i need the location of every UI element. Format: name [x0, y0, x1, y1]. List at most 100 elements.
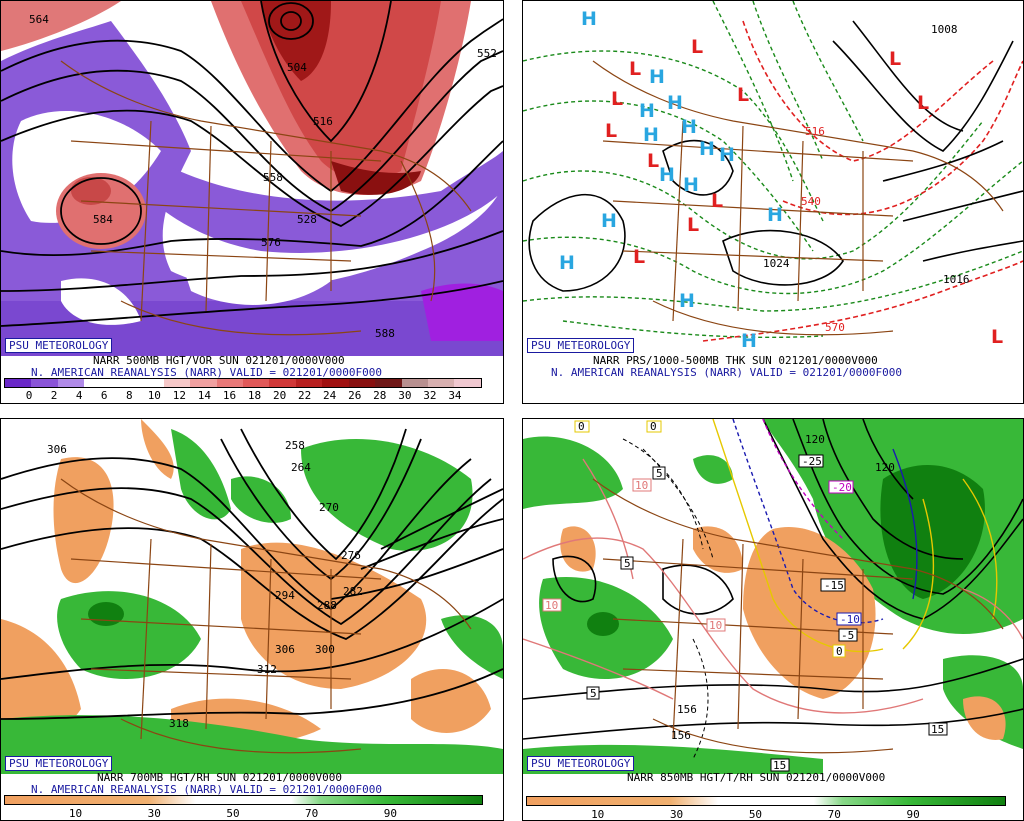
contour-label: 516: [313, 115, 333, 128]
colorbar-swatch: [31, 379, 58, 387]
colorbar-tick-label: 90: [383, 807, 397, 820]
colorbar-tick-label: 50: [748, 808, 763, 821]
low-symbol: L: [629, 58, 641, 80]
high-symbol: H: [659, 164, 675, 186]
colorbar-swatch: [242, 379, 270, 387]
contour-label: 306: [275, 643, 295, 656]
rh-colorbar: [4, 795, 483, 805]
temp-label: -20: [832, 481, 852, 494]
height-contours: [523, 419, 1023, 740]
high-symbol: H: [681, 116, 697, 138]
low-symbol: L: [691, 36, 703, 58]
low-pressure-symbols: L L L L L L L L L L L L: [605, 36, 1003, 348]
high-pressure-symbols: H H H H H H H H H H H H H H H: [559, 8, 783, 352]
colorbar-tick-label: 28: [373, 389, 387, 402]
contour-label: 584: [93, 213, 113, 226]
colorbar-swatch: [428, 379, 455, 387]
colorbar-swatch: [57, 379, 85, 387]
colorbar-tick-label: 24: [323, 389, 337, 402]
low-symbol: L: [737, 84, 749, 106]
contour-label: 120: [875, 461, 895, 474]
panel-caption: NARR 500MB HGT/VOR SUN 021201/0000V000: [93, 354, 345, 367]
panel-700mb-rh: 306 258 264 270 276 282 288 294 300 306 …: [0, 418, 504, 821]
vorticity-colorbar: [4, 378, 482, 388]
colorbar-swatch: [163, 379, 191, 387]
colorbar-swatch: [375, 379, 402, 387]
panel-850mb-temp-rh: 0 0 120 120 -25 -20 -15 -10 -5 0 5 5 5 1…: [522, 418, 1024, 821]
high-symbol: H: [639, 100, 655, 122]
vorticity-colorbar-ticks: 0 2 4 6 8 10 12 14 16 18 20 22 24 26 28 30 32 34: [4, 389, 480, 402]
contour-label: 504: [287, 61, 307, 74]
colorbar-swatch: [84, 379, 111, 387]
rh-colorbar-ticks: 10 30 50 70 90: [526, 808, 1004, 820]
colorbar-tick-label: 30: [147, 807, 161, 820]
low-symbol: L: [917, 92, 929, 114]
colorbar-swatch: [401, 379, 428, 387]
contour-label: 576: [261, 236, 281, 249]
contour-label: 564: [29, 13, 49, 26]
contour-label: 588: [375, 327, 395, 340]
colorbar-swatch: [454, 379, 481, 387]
colorbar-tick-label: 10: [591, 808, 605, 821]
high-symbol: H: [741, 330, 757, 352]
rh-moist-regions: [1, 429, 503, 774]
colorbar-swatch: [322, 379, 349, 387]
low-symbol: L: [889, 48, 901, 70]
contour-label: 552: [477, 47, 497, 60]
high-symbol: H: [581, 8, 597, 30]
colorbar-swatch: [269, 379, 296, 387]
rh-colorbar-ticks: 10 30 50 70 90: [4, 807, 481, 820]
contour-label: 306: [47, 443, 67, 456]
high-symbol: H: [643, 124, 659, 146]
psu-meteorology-badge: PSU METEOROLOGY: [527, 756, 635, 771]
high-symbol: H: [649, 66, 665, 88]
contour-label: 318: [169, 717, 189, 730]
colorbar-swatch: [137, 379, 164, 387]
contour-label: 558: [263, 171, 283, 184]
thickness-label: 516: [805, 125, 825, 138]
thickness-warm-contours: [702, 20, 1023, 342]
thickness-label: 540: [801, 195, 821, 208]
high-symbol: H: [559, 252, 575, 274]
colorbar-tick-label: 4: [75, 389, 83, 402]
colorbar-tick-label: 12: [172, 389, 186, 402]
low-symbol: L: [991, 326, 1003, 348]
high-symbol: H: [667, 92, 683, 114]
panel-valid-caption: N. AMERICAN REANALYSIS (NARR) VALID = 02…: [551, 366, 902, 379]
colorbar-tick-label: 30: [398, 389, 412, 402]
contour-label: 120: [805, 433, 825, 446]
colorbar-tick-label: 0: [25, 389, 33, 402]
colorbar-swatch: [348, 379, 376, 387]
colorbar-tick-label: 34: [448, 389, 462, 402]
low-symbol: L: [711, 190, 723, 212]
high-symbol: H: [683, 174, 699, 196]
colorbar-tick-label: 10: [147, 389, 161, 402]
contour-label: 258: [285, 439, 305, 452]
temp-label: 15: [931, 723, 944, 736]
isobars: [528, 20, 1023, 292]
colorbar-swatch: [216, 379, 243, 387]
low-symbol: L: [611, 88, 623, 110]
colorbar-tick-label: 70: [305, 807, 319, 820]
map-pressure-thickness: H H H H H H H H H H H H H H H L L L L L …: [523, 1, 1023, 356]
temp-label: 10: [709, 619, 722, 632]
political-borders: [60, 478, 472, 754]
contour-label: 288: [317, 599, 337, 612]
panel-valid-caption: N. AMERICAN REANALYSIS (NARR) VALID = 02…: [31, 783, 382, 796]
colorbar-tick-label: 14: [197, 389, 212, 402]
colorbar-tick-label: 26: [348, 389, 362, 402]
contour-label: 312: [257, 663, 277, 676]
height-contours: [1, 1, 503, 327]
temp-label: 5: [590, 687, 597, 700]
colorbar-tick-label: 32: [423, 389, 437, 402]
thickness-label: 570: [825, 321, 845, 334]
psu-meteorology-badge: PSU METEOROLOGY: [5, 756, 113, 771]
high-symbol: H: [601, 210, 617, 232]
colorbar-tick-label: 8: [125, 389, 133, 402]
panel-valid-caption: N. AMERICAN REANALYSIS (NARR) VALID = 02…: [31, 366, 382, 379]
panel-500mb-vorticity: 564 552 504 516 558 576 584 588 528 PSU …: [0, 0, 504, 404]
contour-label: 156: [671, 729, 691, 742]
isobar-label: 1016: [943, 273, 970, 286]
colorbar-tick-label: 50: [226, 807, 240, 820]
panel-caption: NARR 850MB HGT/T/RH SUN 021201/0000V000: [627, 771, 886, 784]
